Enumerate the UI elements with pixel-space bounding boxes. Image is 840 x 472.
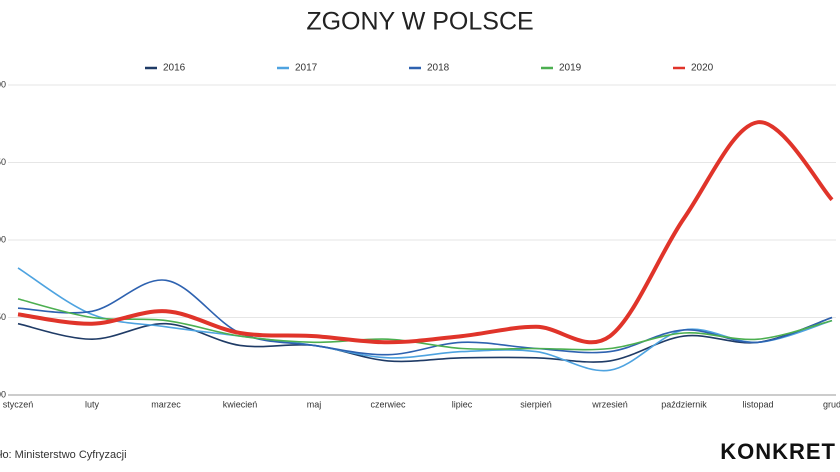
y-tick-label: 50	[0, 312, 6, 322]
legend-label: 2016	[163, 63, 186, 74]
x-tick-label: kwiecień	[223, 399, 258, 409]
series-line	[17, 279, 833, 356]
x-tick-label: listopad	[742, 399, 773, 409]
x-tick-label: lipiec	[452, 399, 473, 409]
x-tick-label: grud	[823, 399, 840, 409]
x-tick-label: styczeń	[3, 399, 34, 409]
legend-label: 2019	[559, 63, 582, 74]
legend-label: 2018	[427, 63, 450, 74]
y-tick-label: 00	[0, 79, 6, 89]
y-tick-label: 00	[0, 234, 6, 244]
y-tick-label: 50	[0, 157, 6, 167]
x-tick-label: czerwiec	[370, 399, 406, 409]
x-tick-label: marzec	[151, 399, 181, 409]
x-tick-label: luty	[85, 399, 100, 409]
series-line	[17, 120, 834, 345]
logo: KONKRET	[720, 439, 836, 464]
chart-title: ZGONY W POLSCE	[306, 8, 533, 36]
x-tick-label: sierpień	[520, 399, 552, 409]
x-tick-label: październik	[661, 399, 707, 409]
legend-label: 2017	[295, 63, 318, 74]
y-tick-label: 00	[0, 389, 6, 399]
x-tick-label: wrzesień	[591, 399, 628, 409]
legend-label: 2020	[691, 63, 714, 74]
series-line	[17, 298, 833, 351]
series-line	[17, 316, 833, 363]
source: ło: Ministerstwo Cyfryzacji	[0, 449, 127, 461]
x-tick-label: maj	[307, 399, 322, 409]
